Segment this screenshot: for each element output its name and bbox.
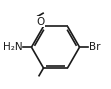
Text: O: O xyxy=(36,17,45,27)
Text: H₂N: H₂N xyxy=(3,42,22,52)
Text: Br: Br xyxy=(89,42,100,52)
